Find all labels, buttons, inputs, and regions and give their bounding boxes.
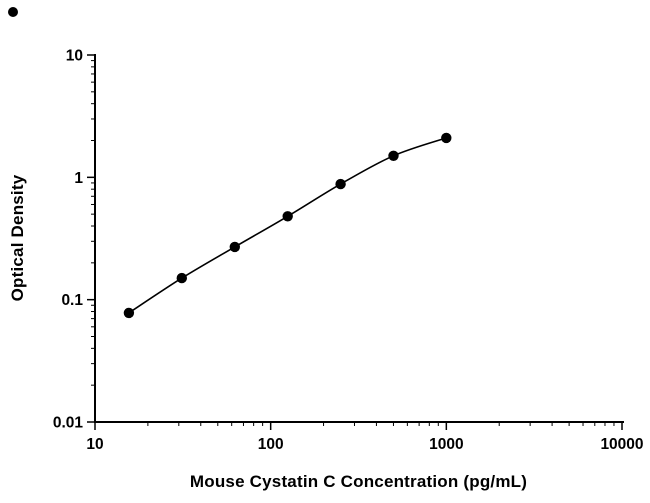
x-tick-label: 10000	[600, 436, 643, 453]
x-tick-label: 10	[86, 436, 103, 453]
corner-dot-icon	[8, 7, 18, 17]
y-tick-label: 0.01	[53, 415, 84, 432]
x-tick-label: 1000	[429, 436, 463, 453]
data-point	[335, 178, 346, 190]
data-point	[229, 241, 240, 253]
y-tick-label: 0.1	[61, 292, 83, 309]
fit-curve	[128, 137, 447, 314]
data-point	[123, 307, 135, 319]
data-point	[388, 150, 399, 161]
y-axis-title: Optical Density	[8, 174, 27, 302]
y-tick-label: 1	[74, 170, 83, 187]
x-axis-title: Mouse Cystatin C Concentration (pg/mL)	[189, 472, 528, 491]
data-point	[176, 272, 187, 284]
data-point	[441, 132, 452, 144]
x-tick-label: 100	[258, 436, 284, 453]
y-tick-label: 10	[66, 48, 83, 65]
data-point	[282, 211, 293, 222]
